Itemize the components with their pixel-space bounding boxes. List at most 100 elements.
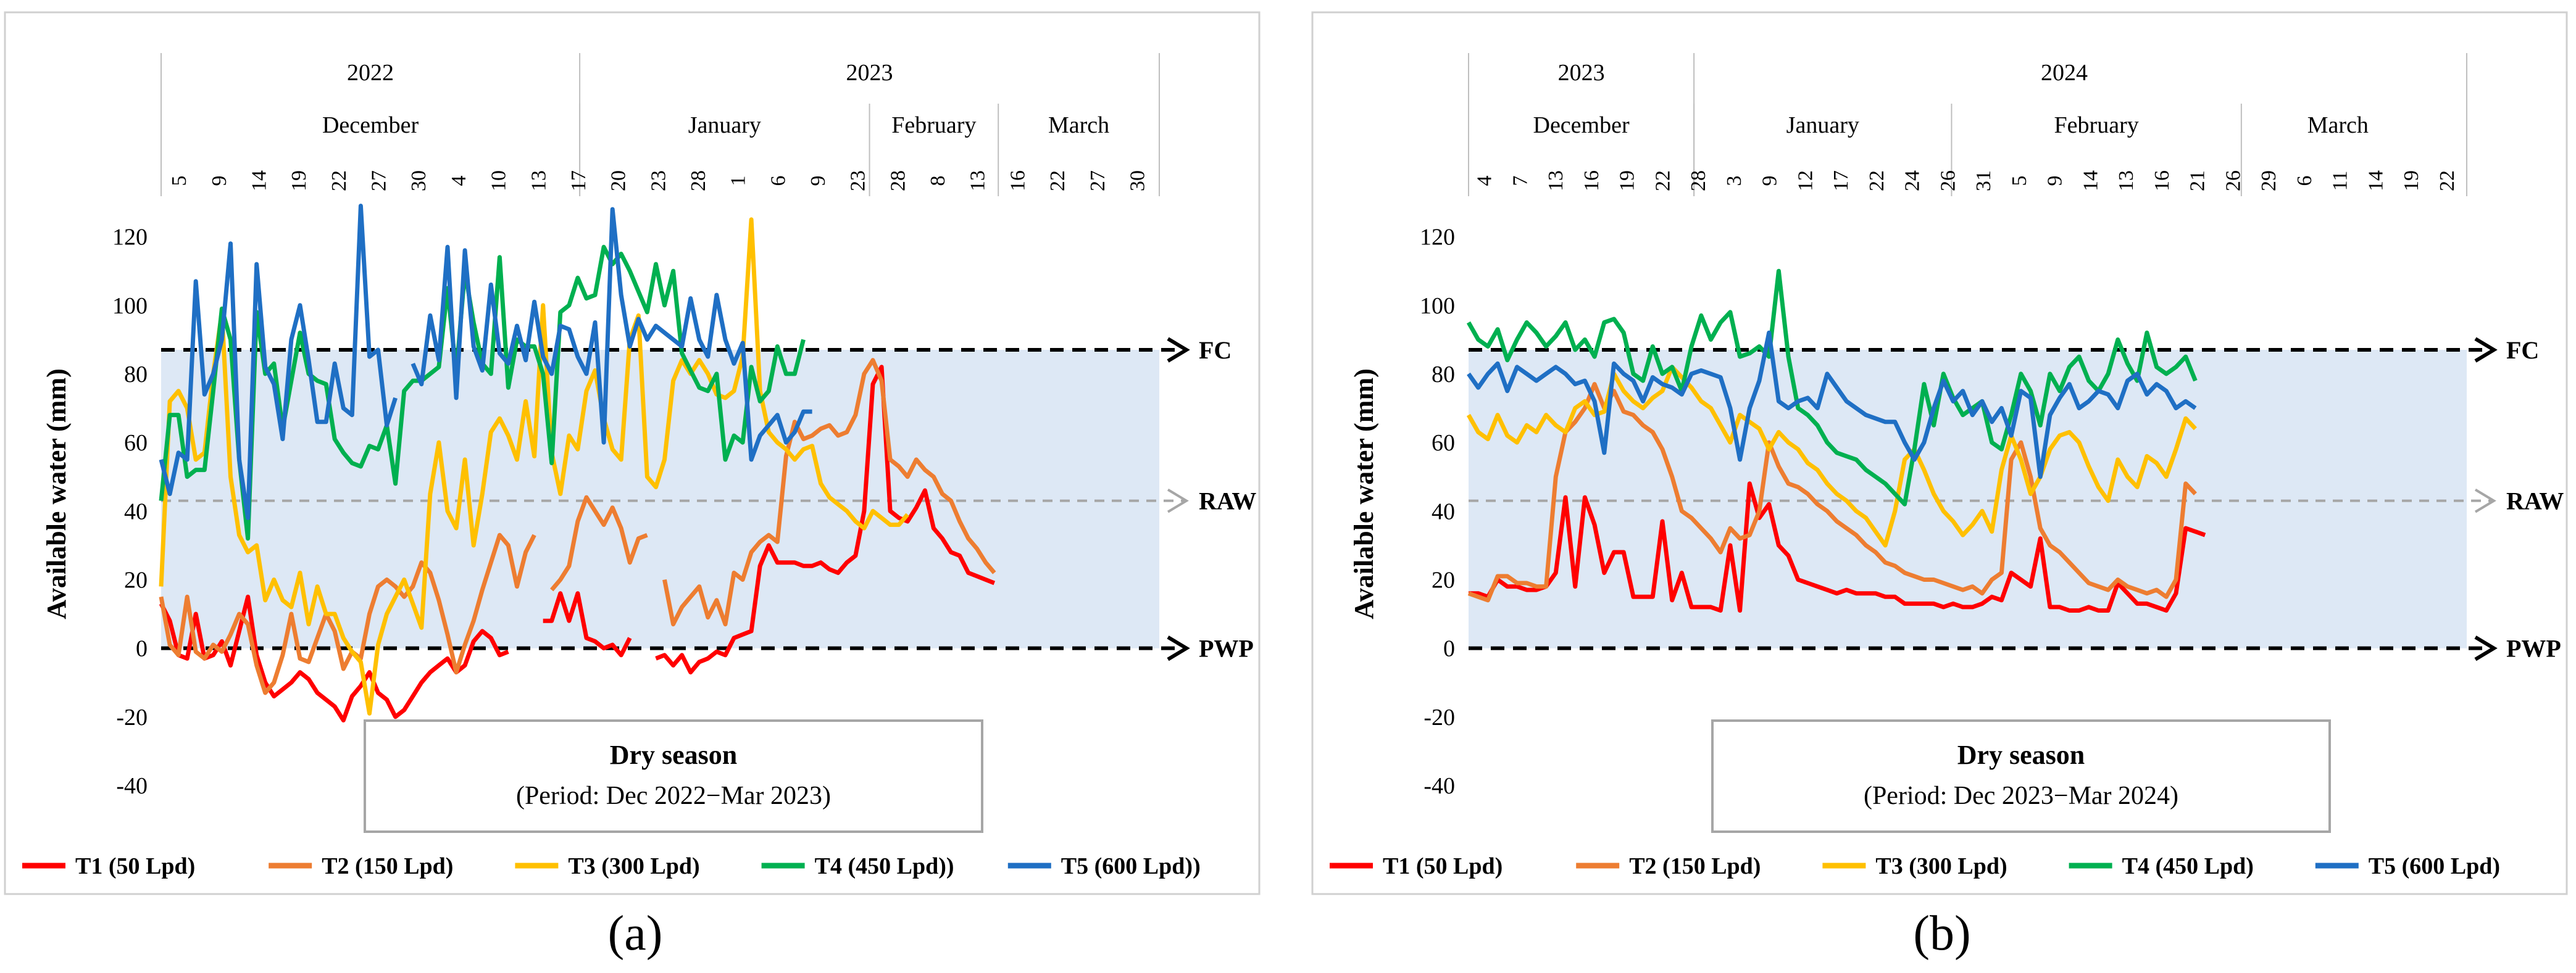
- series-line-t5: [411, 207, 812, 462]
- series-line-t5: [1467, 330, 2197, 479]
- day-tick-label: 14: [2079, 170, 2102, 191]
- day-tick-label: 22: [1651, 170, 1674, 191]
- y-tick-label: 80: [124, 362, 148, 387]
- day-tick-label: 9: [208, 176, 231, 186]
- legend-label-t5: T5 (600 Lpd): [2369, 853, 2500, 879]
- day-tick-label: 28: [1687, 170, 1710, 191]
- day-tick-label: 27: [1086, 170, 1109, 191]
- day-tick-label: 12: [1794, 170, 1817, 191]
- series-line-t1: [159, 594, 509, 723]
- year-label: 2024: [2041, 60, 2088, 86]
- y-axis: -40 -20 0 20 40 60 80 100 120 Available water (mm…: [1349, 225, 1455, 799]
- day-tick-label: 28: [687, 170, 710, 191]
- day-tick-label: 22: [328, 170, 351, 191]
- y-tick-label: -40: [1423, 773, 1455, 799]
- day-tick-label: 13: [967, 170, 990, 191]
- day-tick-label: 10: [488, 170, 511, 191]
- series-line-t3: [1466, 365, 2197, 548]
- ref-arrow-fc: [1167, 337, 1190, 363]
- day-tick-label: 6: [767, 176, 790, 186]
- day-tick-label: 14: [248, 170, 270, 191]
- y-tick-label: 0: [1443, 636, 1455, 662]
- day-tick-label: 20: [607, 170, 630, 191]
- month-label: January: [688, 112, 761, 138]
- month-label: March: [1048, 112, 1109, 138]
- ref-label-fc: FC: [1199, 336, 1232, 364]
- month-label: December: [322, 112, 419, 138]
- day-tick-label: 27: [368, 170, 391, 191]
- day-tick-label: 14: [2364, 170, 2387, 191]
- available-water-band: [161, 350, 1159, 648]
- day-tick-label: 29: [2257, 170, 2280, 191]
- annotation-box: [1711, 719, 2331, 833]
- y-tick-label: 120: [1420, 225, 1455, 250]
- month-label: January: [1786, 112, 1859, 138]
- dry-season-annotation: Dry season (Period: Dec 2023−Mar 2024): [1711, 719, 2331, 833]
- day-tick-label: 7: [1509, 176, 1532, 186]
- series-group: [1466, 268, 2206, 613]
- date-header: 2023 2024 December January February March 4 7 13…: [1468, 53, 2467, 196]
- day-tick-label: 30: [1126, 170, 1149, 191]
- day-tick-label: 9: [807, 176, 830, 186]
- year-label: 2023: [1558, 60, 1605, 86]
- available-water-band: [1469, 350, 2467, 648]
- day-tick-label: 31: [1972, 170, 1995, 191]
- y-tick-label: -20: [1423, 705, 1455, 731]
- legend-label-t4: T4 (450 Lpd)): [815, 853, 954, 879]
- annotation-subtitle: (Period: Dec 2023−Mar 2024): [1864, 782, 2178, 810]
- series-line-t2: [1467, 382, 2197, 603]
- series-line-t4: [1466, 268, 2198, 507]
- day-tick-label: 23: [847, 170, 870, 191]
- day-tick-label: 5: [2008, 176, 2031, 186]
- day-tick-label: 6: [2293, 176, 2316, 186]
- legend-label-t4: T4 (450 Lpd): [2122, 853, 2254, 879]
- day-tick-label: 4: [448, 176, 470, 186]
- series-line-t1: [655, 365, 996, 675]
- month-label: February: [2054, 112, 2139, 138]
- annotation-title: Dry season: [1957, 740, 2085, 770]
- annotation-title: Dry season: [610, 740, 738, 770]
- day-tick-label: 16: [1580, 170, 1603, 191]
- day-tick-label: 5: [168, 176, 191, 186]
- day-tick-label: 16: [1006, 170, 1029, 191]
- day-tick-label: 22: [1046, 170, 1069, 191]
- day-tick-label: 13: [1544, 170, 1567, 191]
- ref-arrow-pwp: [1167, 636, 1190, 661]
- legend: T1 (50 Lpd) T2 (150 Lpd) T3 (300 Lpd) T4 (4…: [1330, 853, 2500, 879]
- series-line-t2: [159, 532, 536, 695]
- day-tick-label: 23: [647, 170, 670, 191]
- month-label: December: [1533, 112, 1630, 138]
- series-line-t1: [543, 591, 632, 658]
- y-tick-label: 40: [1432, 499, 1455, 524]
- day-tick-label: 8: [927, 176, 949, 186]
- caption-b: (b): [1913, 906, 1971, 961]
- y-tick-label: 60: [124, 430, 148, 456]
- annotation-subtitle: (Period: Dec 2022−Mar 2023): [516, 782, 831, 810]
- y-tick-label: 100: [112, 293, 148, 319]
- y-tick-label: 100: [1420, 293, 1455, 319]
- ref-label-raw: RAW: [2506, 487, 2564, 515]
- y-tick-label: 60: [1432, 430, 1455, 456]
- ref-arrow-pwp: [2474, 636, 2498, 661]
- day-tick-label: 22: [2436, 170, 2459, 191]
- legend-label-t3: T3 (300 Lpd): [568, 853, 699, 879]
- day-tick-label: 26: [2222, 170, 2245, 191]
- day-tick-label: 17: [1830, 170, 1853, 191]
- reference-lines: FC RAW PWP: [1469, 336, 2564, 663]
- ref-arrow-raw: [2474, 488, 2496, 513]
- year-label: 2022: [347, 60, 394, 86]
- year-label: 2023: [846, 60, 893, 86]
- y-tick-label: 0: [136, 636, 148, 662]
- ref-label-pwp: PWP: [1199, 635, 1254, 663]
- day-tick-label: 9: [2044, 176, 2067, 186]
- y-axis-label: Available water (mm): [1349, 368, 1379, 619]
- day-tick-label: 30: [407, 170, 430, 191]
- legend-label-t3: T3 (300 Lpd): [1875, 853, 2007, 879]
- ref-label-fc: FC: [2506, 336, 2539, 364]
- day-tick-label: 17: [567, 170, 590, 191]
- ref-label-raw: RAW: [1199, 487, 1256, 515]
- chart-panel-b: 2023 2024 December January February March 4 7 13…: [1311, 11, 2568, 895]
- ref-arrow-raw: [1167, 488, 1189, 513]
